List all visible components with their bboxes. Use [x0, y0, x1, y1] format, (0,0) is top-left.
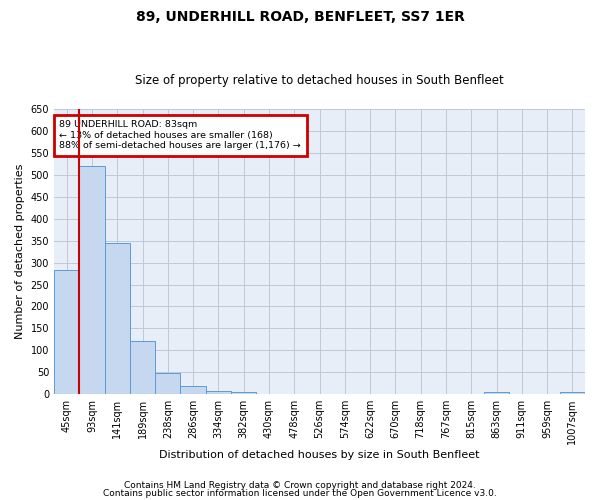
- Bar: [206, 390, 231, 394]
- Text: 89, UNDERHILL ROAD, BENFLEET, SS7 1ER: 89, UNDERHILL ROAD, BENFLEET, SS7 1ER: [136, 10, 464, 24]
- Bar: [79, 166, 104, 394]
- Text: 89 UNDERHILL ROAD: 83sqm
← 13% of detached houses are smaller (168)
88% of semi-: 89 UNDERHILL ROAD: 83sqm ← 13% of detach…: [59, 120, 301, 150]
- Bar: [560, 392, 585, 394]
- Bar: [155, 373, 181, 394]
- Y-axis label: Number of detached properties: Number of detached properties: [15, 164, 25, 340]
- X-axis label: Distribution of detached houses by size in South Benfleet: Distribution of detached houses by size …: [159, 450, 480, 460]
- Bar: [130, 341, 155, 394]
- Text: Contains HM Land Registry data © Crown copyright and database right 2024.: Contains HM Land Registry data © Crown c…: [124, 481, 476, 490]
- Title: Size of property relative to detached houses in South Benfleet: Size of property relative to detached ho…: [135, 74, 504, 87]
- Bar: [104, 243, 130, 394]
- Bar: [54, 270, 79, 394]
- Bar: [484, 392, 509, 394]
- Text: Contains public sector information licensed under the Open Government Licence v3: Contains public sector information licen…: [103, 488, 497, 498]
- Bar: [181, 386, 206, 394]
- Bar: [231, 392, 256, 394]
